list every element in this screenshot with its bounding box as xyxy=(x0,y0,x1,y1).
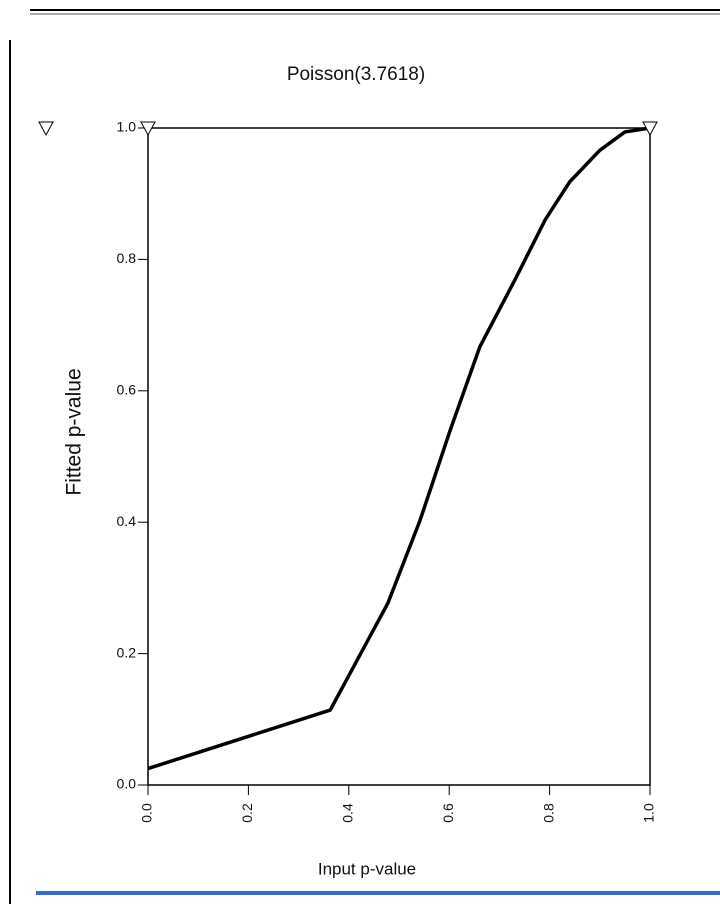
data-line xyxy=(147,126,651,771)
x-axis-label: Input p-value xyxy=(318,859,416,878)
x-tick-label: 0.2 xyxy=(239,803,255,823)
y-axis-label: Fitted p-value xyxy=(63,368,86,495)
x-tick-label: 0.6 xyxy=(440,803,456,823)
x-tick-label: 0.0 xyxy=(139,803,155,823)
y-tick-label: 1.0 xyxy=(117,119,137,135)
plot-frame xyxy=(147,127,651,786)
x-tick-label: 1.0 xyxy=(641,803,657,823)
handle[interactable] xyxy=(38,121,54,137)
y-tick-label: 0.2 xyxy=(117,644,137,660)
x-tick-label: 0.8 xyxy=(540,803,556,823)
x-tick-label: 0.4 xyxy=(340,803,356,823)
y-tick-label: 0.4 xyxy=(117,513,137,529)
handle[interactable] xyxy=(642,121,658,137)
y-tick-label: 0.8 xyxy=(117,250,137,266)
y-tick-label: 0.0 xyxy=(117,776,137,792)
handle[interactable] xyxy=(140,121,156,137)
chart-title: Poisson(3.7618) xyxy=(287,64,425,85)
y-tick-label: 0.6 xyxy=(117,382,137,398)
